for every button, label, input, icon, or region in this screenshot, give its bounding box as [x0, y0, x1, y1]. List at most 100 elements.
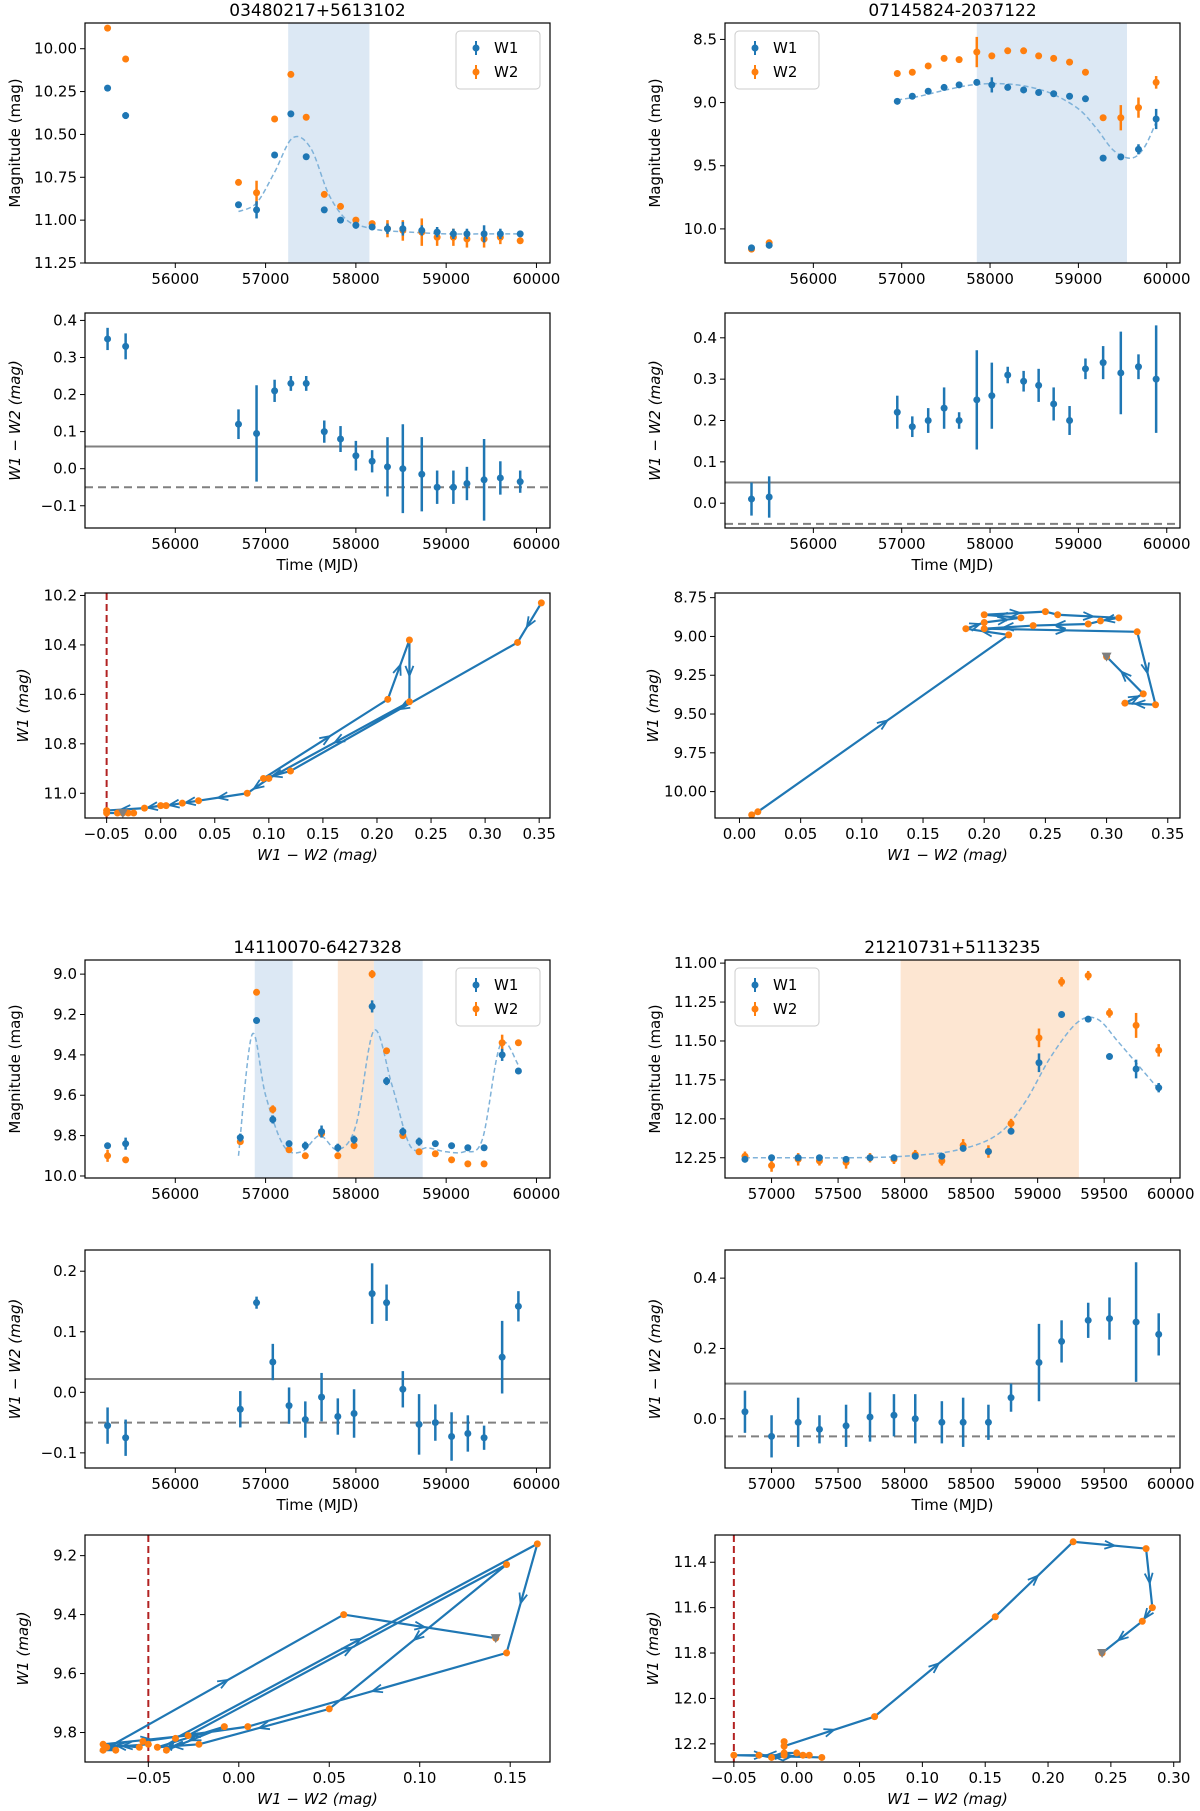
data-point [415, 1420, 423, 1428]
data-point [104, 1152, 112, 1160]
data-point [842, 1422, 850, 1430]
y-tick-label: 10.0 [684, 220, 717, 238]
direction-arrow [332, 733, 346, 744]
data-point [1007, 1127, 1015, 1135]
data-point [955, 417, 963, 424]
direction-arrow [256, 1720, 271, 1731]
data-point [1084, 972, 1092, 980]
data-point [1020, 86, 1028, 94]
data-point [955, 56, 963, 64]
data-point [480, 1160, 488, 1168]
axes-frame [724, 312, 1181, 529]
x-tick-label: 58000 [332, 270, 380, 288]
data-point [1117, 369, 1125, 377]
track-point [340, 1611, 348, 1619]
track-point [1115, 614, 1123, 622]
data-point [765, 493, 773, 501]
track-point [405, 636, 413, 644]
plot-area [730, 1535, 1156, 1762]
y-tick-label: 0.0 [693, 1410, 717, 1428]
y-tick-label: 9.75 [674, 744, 707, 762]
series-w1-w2 [104, 327, 524, 521]
track-point [755, 1751, 763, 1759]
x-tick-label: 56000 [151, 270, 199, 288]
y-tick-label: 0.4 [693, 329, 717, 347]
plot-area [98, 1535, 541, 1762]
legend-label-w2: W2 [773, 63, 797, 81]
direction-arrow [823, 1728, 837, 1738]
axes-frame [714, 1534, 1181, 1763]
track-point [1041, 608, 1049, 616]
track-end-marker [1101, 652, 1112, 662]
y-tick-label: 11.50 [674, 1032, 717, 1050]
data-point [418, 470, 426, 478]
x-tick-label: −0.05 [84, 825, 130, 843]
data-point [1020, 377, 1028, 385]
data-point [433, 228, 441, 236]
data-point [815, 1154, 823, 1162]
data-point [320, 190, 328, 198]
y-tick-label: 0.1 [53, 1323, 77, 1341]
y-axis-label: Magnitude (mag) [6, 1004, 24, 1133]
data-point [122, 342, 130, 350]
data-point [383, 1047, 391, 1055]
data-point [959, 1144, 967, 1152]
x-tick-label: 58500 [947, 1185, 995, 1203]
data-point [334, 1152, 342, 1160]
direction-arrow [215, 791, 229, 802]
data-point [1084, 1316, 1092, 1324]
x-tick-label: 56000 [789, 270, 837, 288]
track-point [184, 1731, 192, 1739]
direction-arrow [1001, 622, 1015, 632]
data-point [287, 70, 295, 78]
track-point [1054, 611, 1062, 619]
legend-label-w2: W2 [494, 63, 518, 81]
legend-label-w2: W2 [773, 1000, 797, 1018]
track-point [980, 618, 988, 626]
track-point [1029, 622, 1037, 630]
direction-arrow [1140, 662, 1150, 676]
x-tick-label: 59000 [1014, 1475, 1062, 1493]
data-point [431, 1150, 439, 1158]
data-point [334, 1413, 342, 1421]
data-point [236, 1134, 244, 1142]
data-point [122, 55, 130, 63]
plot-area [85, 327, 550, 521]
x-tick-label: 57000 [748, 1475, 796, 1493]
x-tick-label: 57000 [242, 1185, 290, 1203]
x-tick-label: 60000 [1147, 1185, 1195, 1203]
data-point [1155, 1330, 1163, 1338]
y-tick-label: 11.8 [674, 1644, 707, 1662]
data-point [480, 1434, 488, 1442]
axes-frame [84, 1534, 551, 1763]
plot-area [103, 593, 545, 818]
direction-arrow [1143, 1572, 1154, 1586]
data-point [1081, 365, 1089, 373]
track-point [768, 1753, 776, 1761]
data-point [1117, 153, 1125, 161]
data-point [1081, 95, 1089, 103]
data-point [318, 1393, 326, 1401]
track-point [537, 599, 545, 607]
x-tick-label: 59500 [1080, 1475, 1128, 1493]
y-tick-label: 0.1 [693, 453, 717, 471]
data-point [449, 483, 457, 491]
data-point [890, 1154, 898, 1162]
data-point [418, 226, 426, 234]
x-tick-label: 60000 [513, 270, 561, 288]
y-tick-label: 11.00 [34, 211, 77, 229]
y-tick-label: 11.00 [674, 954, 717, 972]
data-point [938, 1418, 946, 1426]
data-point [433, 483, 441, 491]
data-point [984, 1418, 992, 1426]
y-tick-label: 8.75 [674, 589, 707, 607]
data-point [893, 97, 901, 105]
x-tick-label: 0.00 [144, 825, 177, 843]
x-tick-label: 0.00 [780, 1769, 813, 1787]
direction-arrow [413, 1620, 428, 1631]
data-point [415, 1138, 423, 1146]
data-point [269, 1105, 277, 1113]
x-tick-label: 59000 [422, 535, 470, 553]
data-point [768, 1154, 776, 1162]
